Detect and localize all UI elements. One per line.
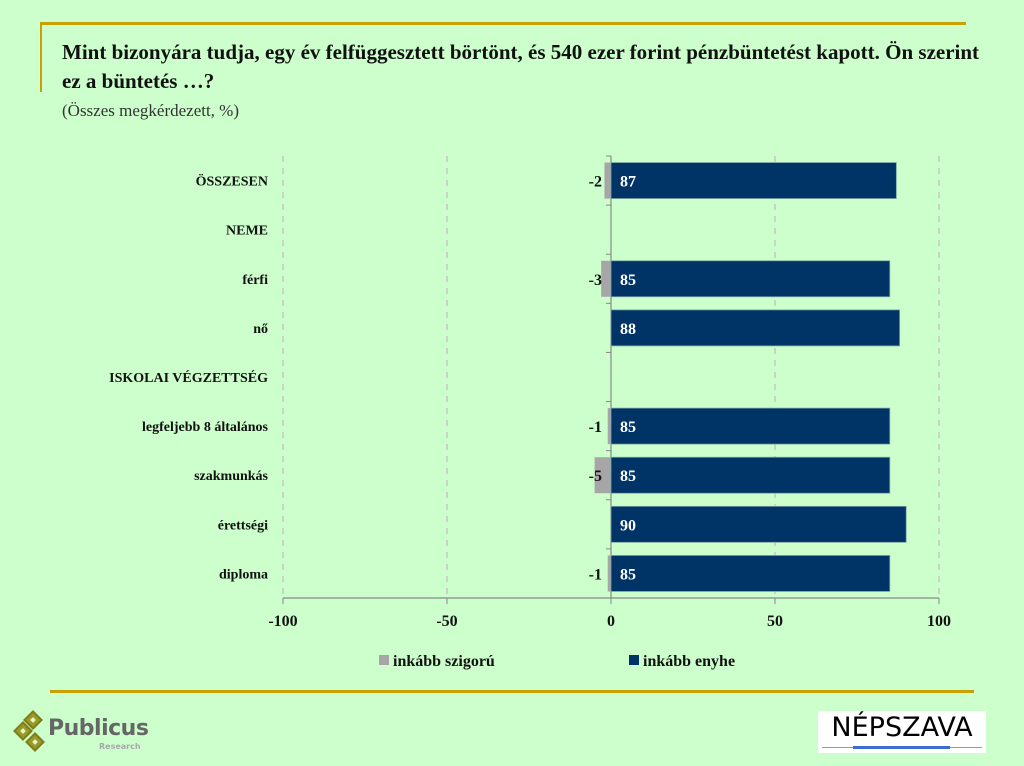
chart-subtitle: (Összes megkérdezett, %) — [62, 101, 240, 120]
publicus-subtitle: Research — [99, 742, 141, 751]
legend: inkább szigorú inkább enyhe — [379, 653, 735, 670]
value-label-strict: -1 — [589, 419, 602, 436]
x-tick-label: 0 — [607, 613, 615, 630]
bar-lenient — [610, 407, 891, 445]
header-rule-left — [40, 22, 42, 92]
category-label: ISKOLAI VÉGZETTSÉG — [109, 369, 268, 386]
bar-lenient — [610, 505, 907, 543]
x-tick-label: -50 — [436, 613, 457, 630]
value-label-lenient: 88 — [620, 321, 636, 338]
value-label-lenient: 85 — [620, 272, 636, 289]
bar-lenient — [610, 309, 901, 347]
legend-label-strict: inkább szigorú — [393, 653, 495, 670]
value-label-lenient: 85 — [620, 468, 636, 485]
value-label-lenient: 90 — [620, 517, 636, 534]
footer-rule — [50, 690, 974, 693]
legend-swatch-strict — [379, 655, 389, 665]
nepszava-name: NÉPSZAVA — [831, 712, 973, 743]
category-label: nő — [253, 322, 268, 337]
legend-label-lenient: inkább enyhe — [643, 653, 735, 670]
category-label: szakmunkás — [194, 469, 268, 484]
bar-lenient — [610, 555, 891, 592]
header-rule-top — [40, 22, 966, 25]
bar-strict — [607, 555, 611, 592]
x-tick-labels: -100 -50 0 50 100 — [268, 613, 951, 630]
category-label: legfeljebb 8 általános — [142, 420, 269, 435]
bar-lenient — [610, 162, 897, 199]
value-label-strict: -5 — [589, 468, 602, 485]
x-tick-label: -100 — [268, 613, 297, 630]
value-labels: -2 87 -3 85 88 -1 85 -5 85 90 -1 85 — [589, 174, 636, 584]
value-label-lenient: 87 — [620, 174, 636, 191]
category-label: érettségi — [218, 518, 268, 533]
value-label-lenient: 85 — [620, 566, 636, 583]
x-tick-label: 100 — [927, 613, 951, 630]
category-label: ÖSSZESEN — [196, 173, 268, 190]
value-label-strict: -1 — [589, 566, 602, 583]
value-label-strict: -2 — [589, 174, 602, 191]
value-label-lenient: 85 — [620, 419, 636, 436]
bar-strict — [601, 260, 611, 297]
bar-strict — [607, 408, 611, 445]
chart-title: Mint bizonyára tudja, egy év felfüggeszt… — [62, 40, 980, 93]
nepszava-logo: NÉPSZAVA — [818, 711, 986, 753]
category-label: férfi — [242, 273, 268, 288]
bar-strict — [594, 457, 611, 494]
diverging-bar-chart: ÖSSZESEN NEME férfi nő ISKOLAI VÉGZETTSÉG leg… — [109, 155, 951, 670]
bar-lenient — [610, 456, 891, 494]
bars — [594, 162, 907, 592]
bar-strict — [604, 162, 611, 199]
publicus-logo: Publicus Research — [13, 710, 154, 756]
legend-swatch-lenient — [629, 655, 639, 665]
nepszava-tagline-bar — [853, 746, 950, 749]
category-label: NEME — [226, 224, 268, 239]
bar-lenient — [610, 260, 891, 298]
gridlines — [282, 156, 940, 598]
value-label-strict: -3 — [589, 272, 602, 289]
x-tick-label: 50 — [767, 613, 783, 630]
publicus-name: Publicus — [48, 716, 149, 741]
category-label: diploma — [219, 567, 268, 582]
category-labels: ÖSSZESEN NEME férfi nő ISKOLAI VÉGZETTSÉG leg… — [109, 173, 268, 583]
